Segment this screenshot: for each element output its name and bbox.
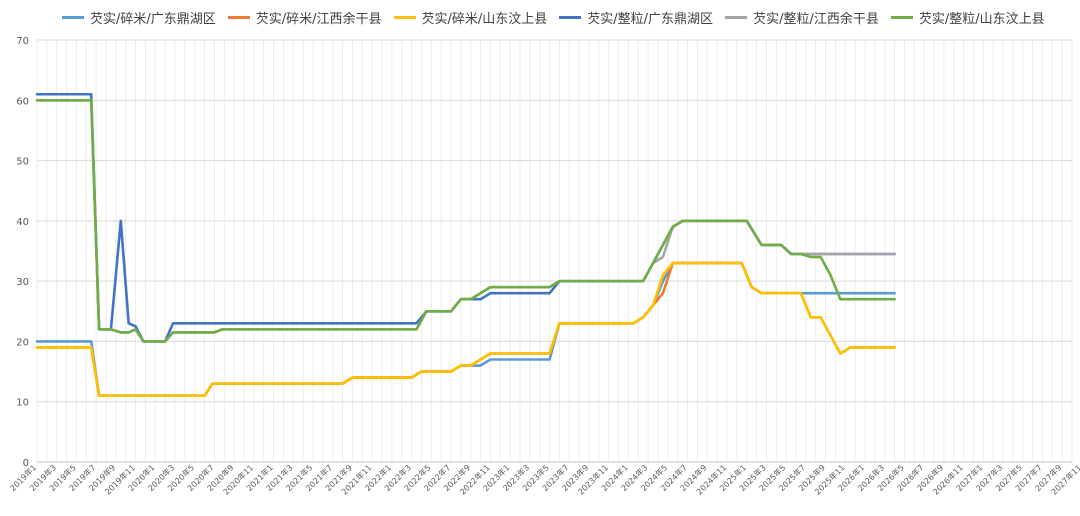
legend-label: 芡实/碎米/山东汶上县 [421,12,548,27]
legend-swatch [559,16,582,19]
y-tick-label: 0 [23,458,29,469]
y-tick-label: 60 [16,96,29,107]
legend-label: 芡实/整粒/江西余干县 [753,12,879,27]
legend-swatch [393,16,416,19]
y-tick-label: 70 [16,36,29,47]
legend-swatch [227,16,250,19]
legend-label: 芡实/整粒/山东汶上县 [918,12,1045,27]
y-tick-label: 20 [16,337,29,348]
legend-item: 芡实/整粒/广东鼎湖区 [559,8,713,27]
legend-item: 芡实/碎米/广东鼎湖区 [62,8,216,27]
legend-label: 芡实/碎米/江西余干县 [255,12,382,27]
legend-item: 芡实/整粒/山东汶上县 [890,8,1045,27]
legend-label: 芡实/碎米/广东鼎湖区 [90,12,216,27]
legend-item: 芡实/碎米/江西余干县 [227,8,382,27]
legend-swatch [890,16,913,19]
y-tick-label: 40 [16,217,29,228]
series-line [35,98,896,343]
legend: 芡实/碎米/广东鼎湖区 芡实/碎米/江西余干县 芡实/碎米/山东汶上县 芡实/整粒/广… [62,8,1057,27]
y-tick-label: 10 [16,398,29,409]
legend-label: 芡实/整粒/广东鼎湖区 [587,12,714,27]
y-tick-label: 30 [16,277,29,288]
legend-item: 芡实/整粒/江西余干县 [725,8,879,27]
series-line [35,261,896,397]
legend-item: 芡实/碎米/山东汶上县 [393,8,548,27]
legend-swatch [62,16,84,19]
y-tick-label: 50 [16,157,29,168]
legend-swatch [725,16,748,19]
